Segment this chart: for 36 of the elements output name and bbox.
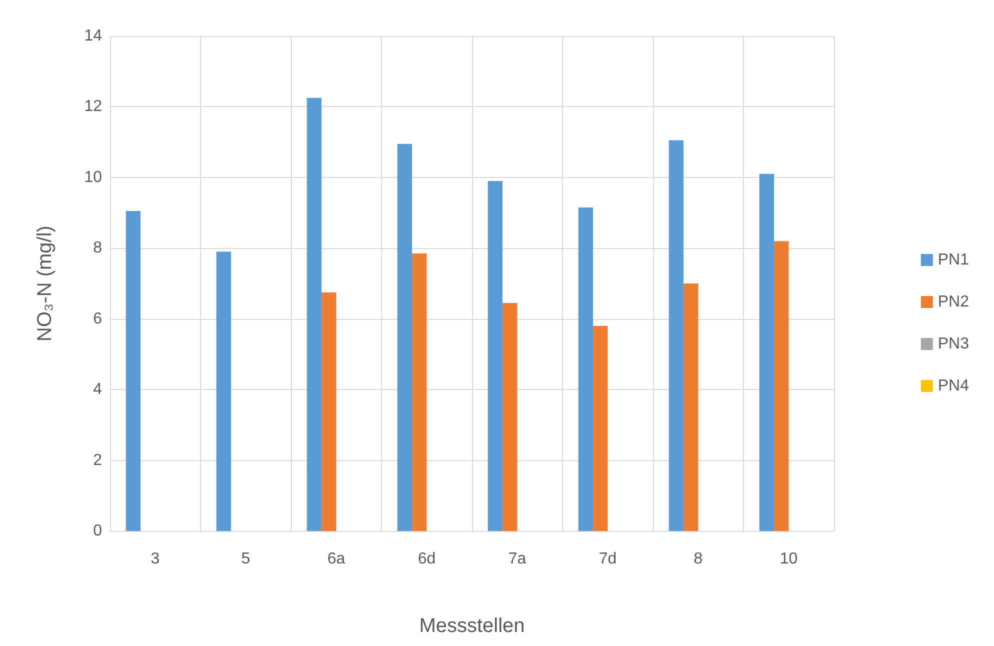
x-tick-label: 7a xyxy=(508,550,526,568)
bar xyxy=(126,211,141,531)
bar xyxy=(593,326,608,531)
x-tick-label: 6a xyxy=(327,550,346,568)
bar xyxy=(774,241,789,531)
x-tick-label: 10 xyxy=(780,550,798,568)
bar xyxy=(306,98,322,531)
bar xyxy=(684,284,698,531)
bar xyxy=(412,253,427,531)
x-tick-label: 3 xyxy=(150,550,160,568)
y-tick-label: 0 xyxy=(93,522,102,540)
bar xyxy=(502,302,518,531)
y-tick-label: 6 xyxy=(93,310,102,328)
legend-label: PN4 xyxy=(938,378,970,394)
x-tick-label: 6d xyxy=(418,550,436,568)
y-axis-title: NO₃-N (mg/l) xyxy=(34,226,56,342)
x-tick-label: 7d xyxy=(598,550,617,568)
x-tick-label: 5 xyxy=(241,550,250,568)
bar xyxy=(488,180,503,531)
bar xyxy=(397,144,412,531)
legend-label: PN3 xyxy=(938,336,970,352)
x-tick-label: 8 xyxy=(694,550,703,568)
y-tick-label: 12 xyxy=(84,98,102,116)
y-tick-label: 14 xyxy=(84,28,102,44)
bar xyxy=(216,252,232,531)
bar xyxy=(322,292,336,531)
y-tick-label: 8 xyxy=(93,240,102,257)
bar xyxy=(759,174,774,531)
y-tick-label: 4 xyxy=(93,381,102,398)
x-axis-title: Messstellen xyxy=(419,615,525,637)
bar xyxy=(578,207,594,531)
legend-label: PN2 xyxy=(938,294,970,310)
y-tick-label: 2 xyxy=(93,452,102,469)
y-tick-label: 10 xyxy=(84,168,102,186)
legend-label: PN1 xyxy=(938,252,970,268)
bar xyxy=(668,140,684,531)
